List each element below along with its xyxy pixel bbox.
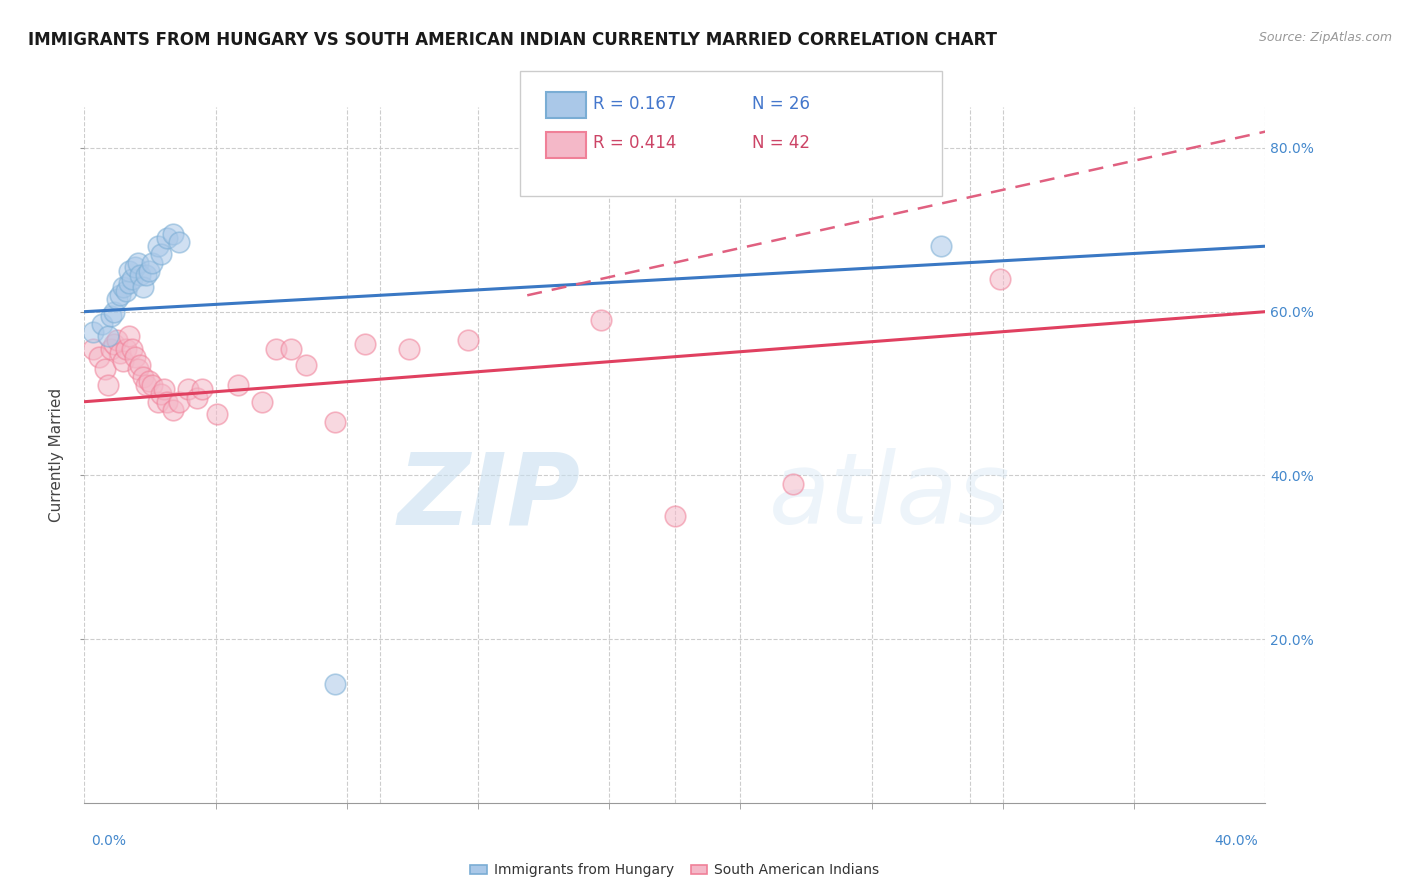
Point [153, 383, 176, 397]
Point [354, 337, 377, 351]
Point [177, 383, 200, 397]
Point [91, 317, 114, 331]
Point [103, 337, 125, 351]
Point [156, 394, 179, 409]
Point [323, 415, 347, 429]
Point [398, 342, 420, 356]
Point [121, 342, 143, 356]
Text: R = 0.414: R = 0.414 [593, 134, 676, 152]
Point [591, 313, 613, 327]
Point [103, 304, 125, 318]
Point [129, 268, 152, 282]
Point [97, 329, 120, 343]
Point [162, 403, 184, 417]
Point [89, 350, 111, 364]
Point [132, 280, 155, 294]
Point [82, 325, 104, 339]
Point [156, 231, 179, 245]
Point [141, 255, 163, 269]
Text: atlas: atlas [769, 448, 1011, 545]
Point [111, 353, 134, 368]
Point [782, 476, 804, 491]
Text: N = 26: N = 26 [752, 95, 810, 113]
Text: 40.0%: 40.0% [1215, 834, 1258, 848]
Point [191, 383, 214, 397]
Text: R = 0.167: R = 0.167 [593, 95, 676, 113]
Point [127, 362, 149, 376]
Point [118, 276, 141, 290]
Point [138, 374, 160, 388]
Point [118, 264, 141, 278]
Point [141, 378, 163, 392]
Point [226, 378, 249, 392]
Point [105, 334, 128, 348]
Point [150, 247, 173, 261]
Point [114, 284, 136, 298]
Point [150, 386, 173, 401]
Point [111, 280, 134, 294]
Point [108, 288, 131, 302]
Point [264, 342, 288, 356]
Text: N = 42: N = 42 [752, 134, 810, 152]
Text: Source: ZipAtlas.com: Source: ZipAtlas.com [1258, 31, 1392, 45]
Point [108, 345, 131, 359]
Point [148, 239, 170, 253]
Point [664, 509, 686, 524]
Point [124, 260, 146, 274]
Point [129, 358, 152, 372]
Text: ZIP: ZIP [398, 448, 581, 545]
Point [186, 391, 208, 405]
Point [929, 239, 952, 253]
Y-axis label: Currently Married: Currently Married [49, 388, 65, 522]
Point [100, 309, 122, 323]
Point [167, 235, 190, 249]
Point [135, 378, 157, 392]
Point [100, 342, 122, 356]
Point [114, 342, 136, 356]
Point [135, 268, 157, 282]
Point [118, 329, 141, 343]
Point [97, 378, 120, 392]
Point [121, 272, 143, 286]
Legend: Immigrants from Hungary, South American Indians: Immigrants from Hungary, South American … [465, 858, 884, 883]
Point [250, 394, 273, 409]
Point [127, 255, 149, 269]
Point [82, 342, 104, 356]
Point [132, 370, 155, 384]
Text: 0.0%: 0.0% [91, 834, 127, 848]
Point [457, 334, 479, 348]
Point [295, 358, 318, 372]
Text: IMMIGRANTS FROM HUNGARY VS SOUTH AMERICAN INDIAN CURRENTLY MARRIED CORRELATION C: IMMIGRANTS FROM HUNGARY VS SOUTH AMERICA… [28, 31, 997, 49]
Point [205, 407, 228, 421]
Point [167, 394, 190, 409]
Point [323, 677, 347, 691]
Point [162, 227, 184, 241]
Point [94, 362, 117, 376]
Point [148, 394, 170, 409]
Point [124, 350, 146, 364]
Point [105, 293, 128, 307]
Point [988, 272, 1011, 286]
Point [280, 342, 302, 356]
Point [138, 264, 160, 278]
